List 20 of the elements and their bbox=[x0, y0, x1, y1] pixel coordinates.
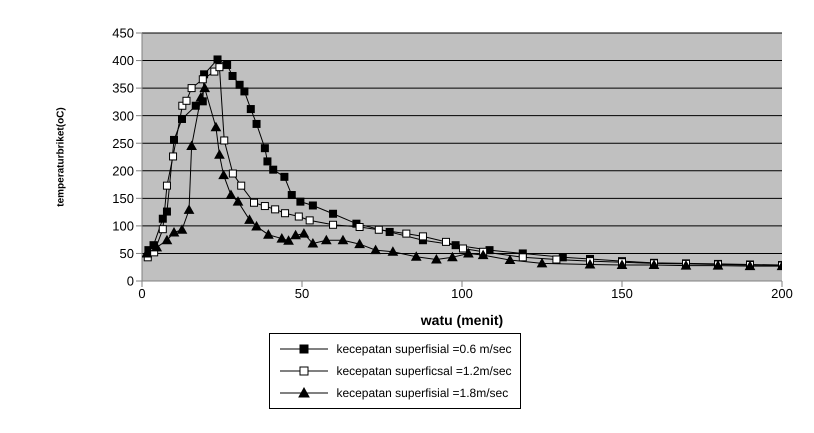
y-tick-label: 100 bbox=[112, 218, 134, 234]
y-tick-label: 400 bbox=[112, 53, 134, 68]
x-tick-label: 150 bbox=[611, 286, 633, 302]
legend-label: kecepatan superfisial =1.8m/sec bbox=[336, 386, 508, 400]
x-tick-label: 100 bbox=[451, 286, 473, 302]
y-tick-label: 200 bbox=[112, 163, 134, 178]
x-tick-label: 0 bbox=[138, 286, 146, 302]
y-tick-label: 50 bbox=[120, 246, 134, 262]
y-axis-title: temperaturbriket(oC) bbox=[56, 107, 67, 207]
legend-label: kecepatan superfisial =0.6 m/sec bbox=[336, 342, 512, 356]
y-tick-label: 450 bbox=[112, 26, 134, 41]
legend-label: kecepatan superficsal =1.2m/sec bbox=[336, 364, 512, 378]
x-tick-label: 50 bbox=[294, 286, 310, 302]
y-tick-label: 0 bbox=[126, 274, 134, 289]
y-tick-label: 350 bbox=[112, 80, 134, 96]
x-axis-title: watu (menit) bbox=[420, 312, 504, 328]
y-tick-label: 250 bbox=[112, 136, 134, 151]
y-tick-label: 300 bbox=[112, 108, 134, 124]
x-tick-label: 200 bbox=[771, 286, 793, 302]
y-tick-label: 150 bbox=[112, 190, 134, 206]
